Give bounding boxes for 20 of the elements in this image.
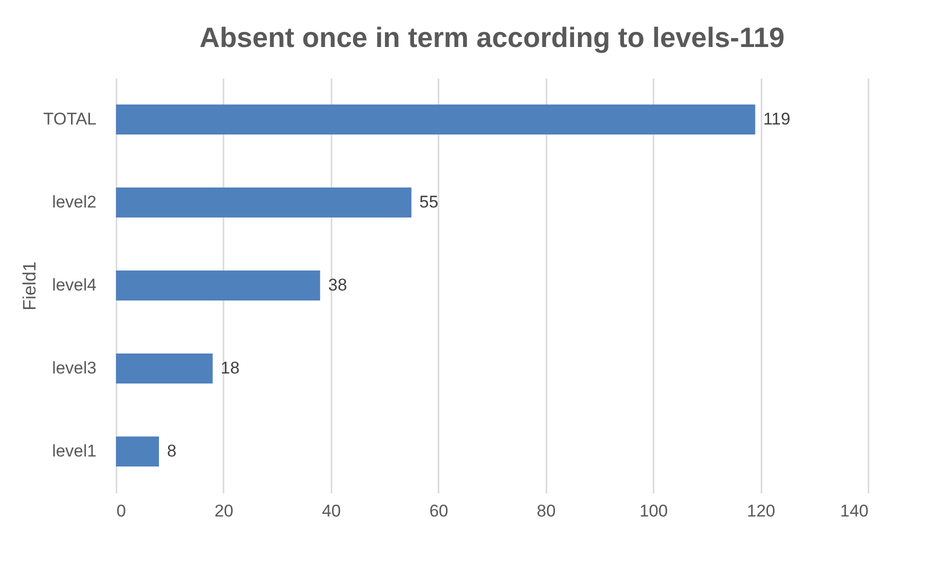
x-tick-label: 20 (214, 502, 234, 520)
y-tick-label: TOTAL (43, 110, 96, 128)
x-tick-label: 120 (746, 502, 776, 520)
y-tick-label: level3 (52, 358, 96, 378)
data-label: 55 (419, 192, 438, 212)
x-tick-label: 80 (536, 502, 556, 520)
x-tick-label: 140 (840, 502, 868, 520)
data-label: 18 (220, 358, 240, 378)
y-tick-label: level1 (52, 442, 96, 460)
x-tick-label: 60 (429, 502, 448, 520)
y-tick-label: level4 (52, 276, 96, 294)
data-label: 8 (166, 442, 176, 460)
y-tick-label: level2 (52, 192, 96, 212)
data-label: 119 (763, 110, 790, 128)
x-tick-label: 40 (322, 502, 341, 520)
y-axis-title: Field1 (19, 261, 40, 311)
chart-title: Absent once in term according to levels-119 (199, 22, 785, 53)
x-tick-label: 0 (116, 502, 126, 520)
x-tick-label: 100 (639, 502, 668, 520)
data-label: 38 (328, 276, 348, 294)
